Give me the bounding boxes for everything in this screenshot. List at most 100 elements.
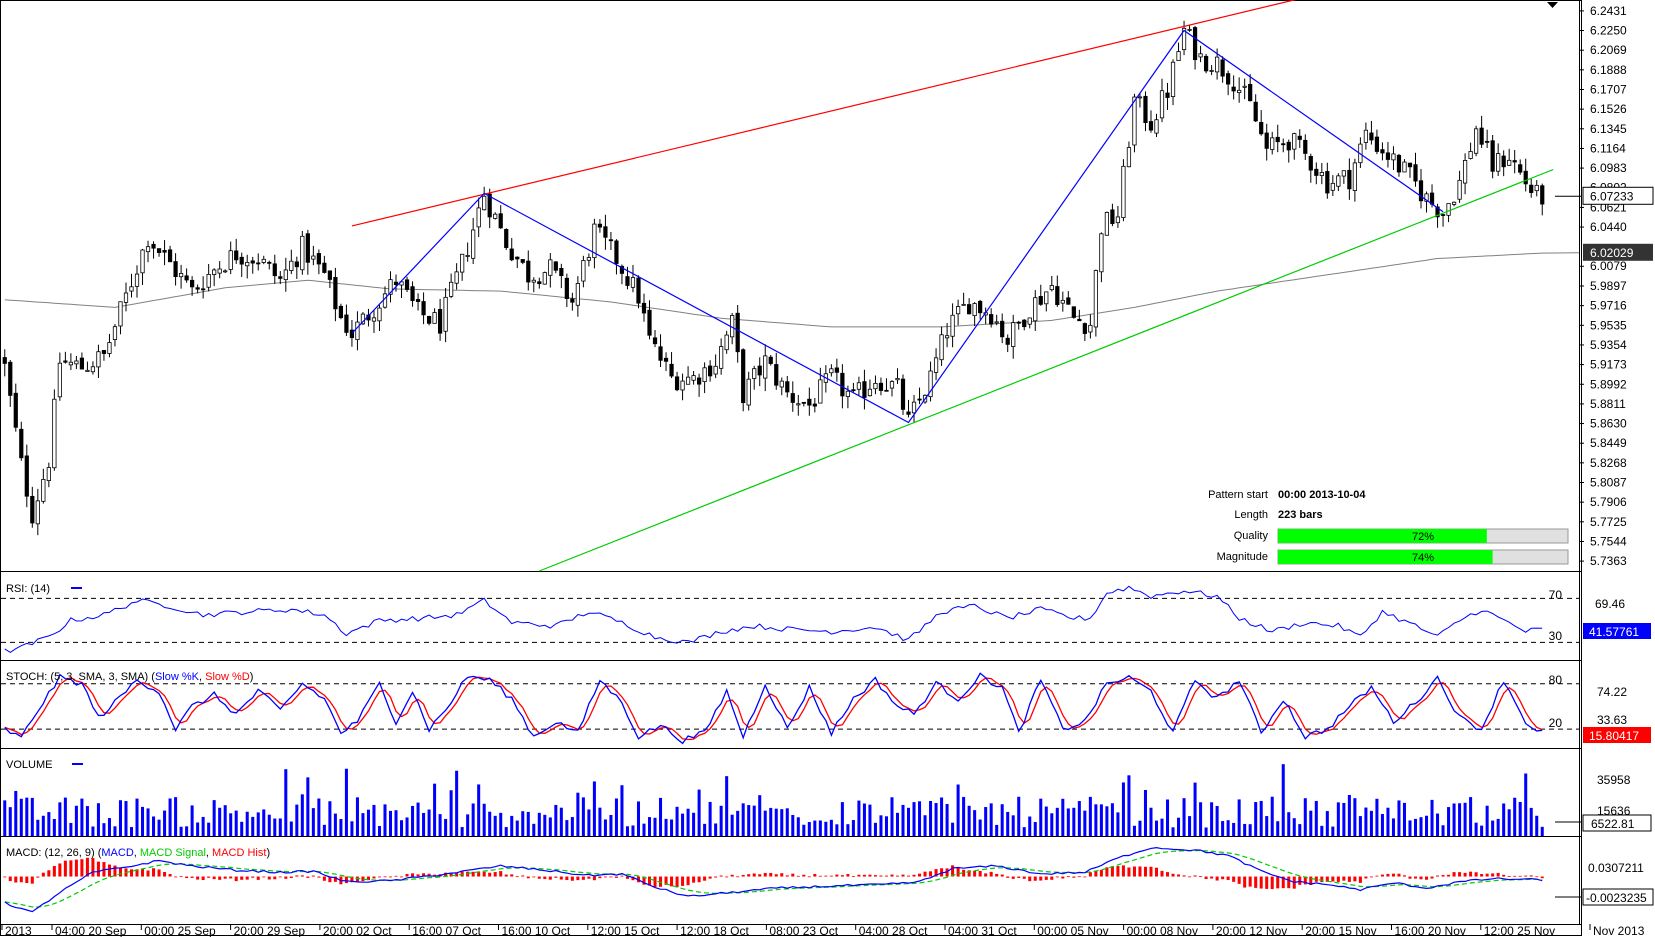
volume-bar xyxy=(1121,782,1125,836)
candle-body xyxy=(443,296,448,332)
candle-body xyxy=(559,268,564,277)
rsi-panel: RSI: (14) 70 30 69.46 41.57761 xyxy=(1,583,1651,653)
volume-bar xyxy=(377,826,381,836)
candle-body xyxy=(388,279,393,295)
candle-body xyxy=(1374,136,1380,152)
volume-bar xyxy=(543,814,547,836)
macd-hist-bar xyxy=(1502,874,1506,877)
macd-hist-bar xyxy=(1221,876,1225,880)
candle-body xyxy=(245,261,250,267)
candle-body xyxy=(509,248,514,261)
candle-body xyxy=(272,263,277,277)
candle-body xyxy=(663,357,669,362)
candle-body xyxy=(1518,164,1523,173)
macd-hist-bar xyxy=(1050,876,1054,880)
macd-hist-bar xyxy=(1375,875,1379,877)
rsi-current-label: 41.57761 xyxy=(1589,625,1639,639)
rsi-level-70: 70 xyxy=(1549,588,1563,602)
candle-body xyxy=(421,301,426,316)
macd-hist-bar xyxy=(1204,876,1208,880)
rsi-levels xyxy=(1,597,1579,643)
candle-body xyxy=(1099,233,1104,273)
macd-hist-bar xyxy=(664,876,668,885)
candle-body xyxy=(531,279,536,283)
volume-bar xyxy=(168,798,172,836)
candle-body xyxy=(994,321,999,324)
macd-hist-bar xyxy=(758,874,762,877)
macd-hist-bar xyxy=(372,876,376,879)
macd-hist-bar xyxy=(521,875,525,877)
volume-bar xyxy=(873,822,877,836)
volume-bar xyxy=(956,784,960,836)
volume-bar xyxy=(388,810,393,836)
volume-bar xyxy=(1094,804,1098,836)
macd-hist-bar xyxy=(201,876,205,881)
macd-hist-bar xyxy=(631,876,635,881)
macd-hist-bar xyxy=(1121,865,1125,877)
time-tick-label: 04:00 31 Oct xyxy=(948,924,1017,937)
candle-body xyxy=(807,398,812,406)
volume-bar xyxy=(1127,775,1131,836)
candle-body xyxy=(1209,70,1214,72)
macd-hist-bar xyxy=(747,874,751,877)
macd-hist-bar xyxy=(703,876,707,881)
macd-hist-bar xyxy=(510,874,514,877)
volume-bar xyxy=(311,808,315,836)
macd-hist-bar xyxy=(708,876,712,879)
volume-bar xyxy=(747,805,751,836)
volume-bar xyxy=(300,794,304,836)
candle-body xyxy=(52,398,57,469)
candle-body xyxy=(289,260,294,271)
volume-bar xyxy=(1028,816,1032,836)
time-tick-label: 20:00 12 Nov xyxy=(1216,924,1287,937)
macd-hist-bar xyxy=(107,864,111,877)
time-tick-label: Nov 2013 xyxy=(1593,924,1645,937)
macd-hist-bar xyxy=(449,872,453,877)
macd-hist-bar xyxy=(1066,876,1070,877)
candle-body xyxy=(19,428,24,459)
price-tick-label: 5.8992 xyxy=(1590,377,1627,391)
macd-current-label: -0.0023235 xyxy=(1586,891,1647,905)
volume-bar xyxy=(1458,803,1462,836)
volume-bar xyxy=(1408,820,1412,836)
volume-bar xyxy=(1380,814,1384,836)
macd-hist-bar xyxy=(383,876,387,878)
volume-bar xyxy=(1391,818,1395,836)
macd-hist-bar xyxy=(1314,876,1318,882)
macd-hist-bar xyxy=(1006,876,1010,878)
candle-body xyxy=(267,261,272,264)
price-tick-label: 5.7906 xyxy=(1590,495,1627,509)
volume-bar xyxy=(1270,796,1274,836)
macd-hist-bar xyxy=(240,876,244,880)
volume-bar xyxy=(146,808,150,836)
volume-bar xyxy=(592,781,596,836)
macd-hist-bar xyxy=(598,876,602,879)
macd-hist-bar xyxy=(1039,876,1043,881)
volume-bar xyxy=(1281,764,1285,836)
volume-bar xyxy=(91,826,95,836)
macd-hist-bar xyxy=(973,870,977,877)
candle-body xyxy=(1044,291,1049,305)
volume-bar xyxy=(1248,824,1252,836)
volume-bar xyxy=(157,819,161,836)
macd-hist-bar xyxy=(686,876,690,886)
volume-bar xyxy=(344,768,348,836)
candle-body xyxy=(471,229,476,259)
candle-body xyxy=(1066,297,1071,305)
candle-body xyxy=(217,268,222,274)
volume-bar xyxy=(625,826,629,836)
time-tick-label: 12:00 15 Oct xyxy=(591,924,660,937)
candle-body xyxy=(1033,297,1038,322)
candle-body xyxy=(586,257,591,261)
volume-bar xyxy=(196,822,200,836)
macd-hist-bar xyxy=(223,876,227,879)
candle-body xyxy=(184,275,189,281)
macd-hist-bar xyxy=(609,876,613,878)
volume-bar xyxy=(829,819,833,836)
volume-bar xyxy=(58,802,62,836)
volume-bar xyxy=(262,809,266,836)
volume-bar xyxy=(295,804,299,836)
candle-body xyxy=(608,239,614,242)
volume-bar xyxy=(179,826,183,836)
volume-bar xyxy=(912,802,916,836)
